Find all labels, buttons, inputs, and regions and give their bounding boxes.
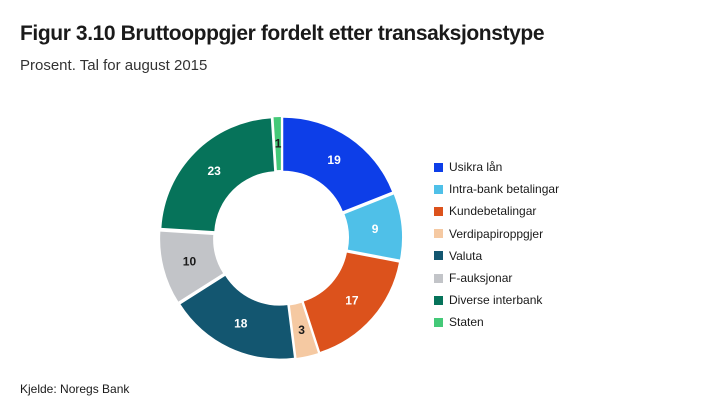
chart-title: Figur 3.10 Bruttooppgjer fordelt etter t… <box>20 22 545 45</box>
legend-swatch <box>434 317 443 327</box>
legend-item-valuta: Valuta <box>434 245 559 267</box>
data-label-valuta: 18 <box>234 317 248 331</box>
data-label-usikra-lan: 19 <box>327 153 341 167</box>
slice-verdipapiroppgjer <box>289 302 319 358</box>
data-label-diverse-interbank: 23 <box>207 164 221 178</box>
data-label-verdipapiroppgjer: 3 <box>298 323 305 337</box>
slice-diverse-interbank <box>161 118 275 232</box>
legend-swatch <box>434 295 443 305</box>
slice-usikra-lan <box>283 117 393 212</box>
chart-legend: Usikra lån Intra-bank betalingar Kundebeta… <box>434 156 559 334</box>
legend-swatch <box>434 273 443 283</box>
legend-item-kundebetalingar: Kundebetalingar <box>434 200 559 222</box>
data-label-kundebetalingar: 17 <box>345 293 359 307</box>
legend-label: Usikra lån <box>449 160 503 175</box>
legend-item-usikra-lan: Usikra lån <box>434 156 559 178</box>
legend-item-intra-bank-betalingar: Intra-bank betalingar <box>434 178 559 200</box>
data-label-f-auksjonar: 10 <box>183 255 197 269</box>
legend-label: Verdipapiroppgjer <box>449 226 544 241</box>
slice-valuta <box>180 275 294 359</box>
legend-label: Kundebetalingar <box>449 204 537 219</box>
legend-label: Staten <box>449 315 484 330</box>
slice-intra-bank-betalingar <box>344 194 402 260</box>
legend-item-diverse-interbank: Diverse interbank <box>434 289 559 311</box>
legend-swatch <box>434 206 443 216</box>
legend-label: F-auksjonar <box>449 271 513 286</box>
legend-label: Valuta <box>449 248 483 263</box>
chart-subtitle: Prosent. Tal for august 2015 <box>20 57 208 74</box>
data-label-intra-bank-betalingar: 9 <box>372 222 379 236</box>
legend-item-verdipapiroppgjer: Verdipapiroppgjer <box>434 223 559 245</box>
data-label-staten: 1 <box>275 137 282 151</box>
legend-item-f-auksjonar: F-auksjonar <box>434 267 559 289</box>
slice-kundebetalingar <box>303 252 399 352</box>
legend-label: Intra-bank betalingar <box>449 182 560 197</box>
legend-swatch <box>434 162 443 172</box>
legend-label: Diverse interbank <box>449 293 543 308</box>
legend-item-staten: Staten <box>434 311 559 333</box>
legend-swatch <box>434 184 443 194</box>
legend-swatch <box>434 229 443 239</box>
legend-swatch <box>434 251 443 261</box>
slice-staten <box>273 117 281 171</box>
chart-source: Kjelde: Noregs Bank <box>20 382 130 396</box>
slice-f-auksjonar <box>160 231 224 302</box>
